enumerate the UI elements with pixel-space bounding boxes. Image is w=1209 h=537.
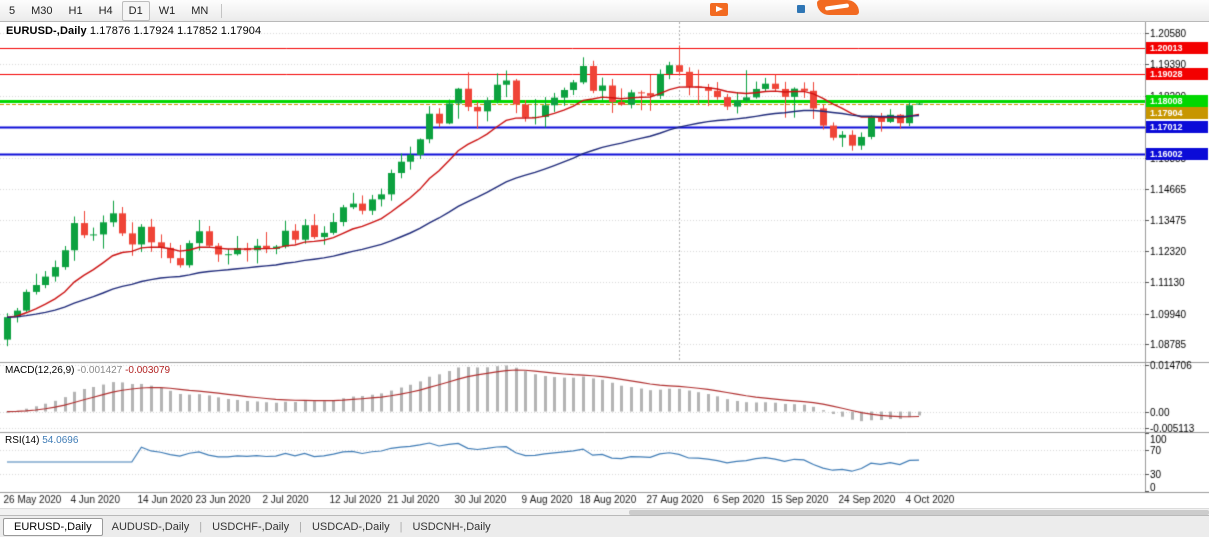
timeframe-h4[interactable]: H4	[98, 4, 113, 17]
rsi-label: RSI(14) 54.0696	[5, 435, 78, 446]
symbol-label: EURUSD-,Daily	[6, 25, 87, 37]
broker-logo	[705, 0, 865, 18]
tab-usdchf[interactable]: USDCHF-,Daily	[212, 520, 290, 533]
chart-region: EURUSD-,Daily 1.17876 1.17924 1.17852 1.…	[0, 22, 1209, 508]
timeframe-buttons: 5 M30 H1 H4 D1 W1 MN	[1, 0, 216, 21]
timeframe-h1[interactable]: H1	[68, 4, 83, 17]
timeframe-d1[interactable]: D1	[121, 0, 150, 21]
broker-logo-glyph-icon	[817, 0, 859, 15]
tab-usdcad[interactable]: USDCAD-,Daily	[311, 520, 390, 533]
macd-label: MACD(12,26,9) -0.001427 -0.003079	[5, 365, 170, 376]
timeframe-mn[interactable]: MN	[191, 4, 209, 17]
tab-separator: |	[399, 520, 403, 533]
tab-eurusd[interactable]: EURUSD-,Daily	[3, 517, 103, 536]
chart-title: EURUSD-,Daily 1.17876 1.17924 1.17852 1.…	[6, 25, 261, 37]
macd-signal-value: -0.003079	[125, 365, 171, 376]
rsi-value: 54.0696	[42, 435, 79, 446]
timeframe-m30[interactable]: M30	[31, 4, 53, 17]
timeframe-w1[interactable]: W1	[158, 4, 176, 17]
chart-tab-bar: EURUSD-,Daily AUDUSD-,Daily | USDCHF-,Daily…	[0, 515, 1209, 537]
timeframe-toolbar: 5 M30 H1 H4 D1 W1 MN	[0, 0, 1209, 22]
tab-audusd[interactable]: AUDUSD-,Daily	[111, 520, 190, 533]
broker-logo-mark-icon	[710, 3, 728, 16]
broker-logo-dot-icon	[797, 5, 805, 13]
macd-name: MACD(12,26,9)	[5, 365, 75, 376]
toolbar-separator	[221, 3, 223, 18]
macd-main-value: -0.001427	[77, 365, 123, 376]
horizontal-scrollbar[interactable]	[0, 508, 1209, 515]
tab-separator: |	[299, 520, 302, 533]
price-chart-canvas[interactable]	[0, 22, 1209, 508]
scrollbar-thumb[interactable]	[628, 510, 1209, 515]
rsi-name: RSI(14)	[5, 435, 40, 446]
tab-separator: |	[199, 520, 203, 533]
timeframe-5[interactable]: 5	[9, 4, 16, 17]
ohlc-values: 1.17876 1.17924 1.17852 1.17904	[89, 25, 262, 37]
tab-usdcnh[interactable]: USDCNH-,Daily	[412, 520, 491, 533]
